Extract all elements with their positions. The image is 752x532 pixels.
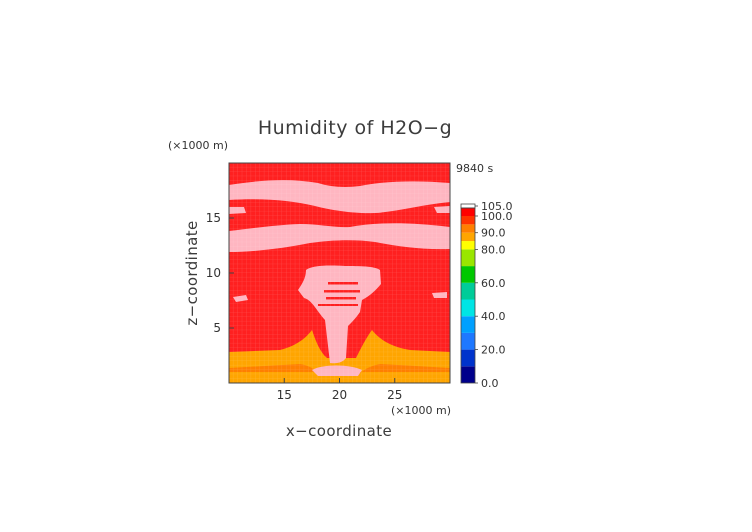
x-unit-label: (×1000 m): [391, 404, 451, 417]
x-tick-label: 25: [387, 388, 402, 402]
colorbar-label: 0.0: [481, 377, 499, 390]
colorbar-segment: [461, 232, 475, 242]
chart-title: Humidity of H2O−g: [258, 117, 452, 139]
x-axis-title: x−coordinate: [286, 422, 392, 440]
y-unit-label: (×1000 m): [168, 139, 228, 152]
colorbar-label: 80.0: [481, 243, 506, 256]
colorbar-label: 100.0: [481, 210, 513, 223]
y-tick-label: 15: [206, 211, 221, 225]
colorbar-segment: [461, 299, 475, 317]
colorbar-label: 40.0: [481, 310, 506, 323]
cell-grid: [229, 163, 450, 383]
colorbar-overflow-cap: [460, 203, 476, 209]
colorbar-segment: [461, 224, 475, 233]
colorbar-segment: [461, 266, 475, 283]
x-tick-label: 15: [277, 388, 292, 402]
colorbar-segment: [461, 216, 475, 225]
colorbar-label: 20.0: [481, 344, 506, 357]
y-tick-label: 10: [206, 266, 221, 280]
colorbar-segment: [461, 249, 475, 267]
colorbar-segment: [461, 349, 475, 367]
colorbar-label: 60.0: [481, 277, 506, 290]
colorbar-frame: [460, 207, 476, 384]
time-label: 9840 s: [456, 162, 493, 175]
y-axis-title: z−coordinate: [183, 220, 201, 325]
y-tick-label: 5: [213, 321, 221, 335]
colorbar-segment: [461, 282, 475, 300]
colorbar-label: 90.0: [481, 227, 506, 240]
axes: 15 20 25 5 10 15: [206, 211, 403, 402]
colorbar-segment: [461, 332, 475, 350]
colorbar-segment: [461, 208, 475, 216]
colorbar-segment: [461, 366, 475, 383]
x-tick-label: 20: [332, 388, 347, 402]
plot-area: [229, 163, 450, 383]
colorbar-label: 105.0: [481, 200, 513, 213]
colorbar-segment: [461, 241, 475, 250]
colorbar-segment: [461, 316, 475, 333]
